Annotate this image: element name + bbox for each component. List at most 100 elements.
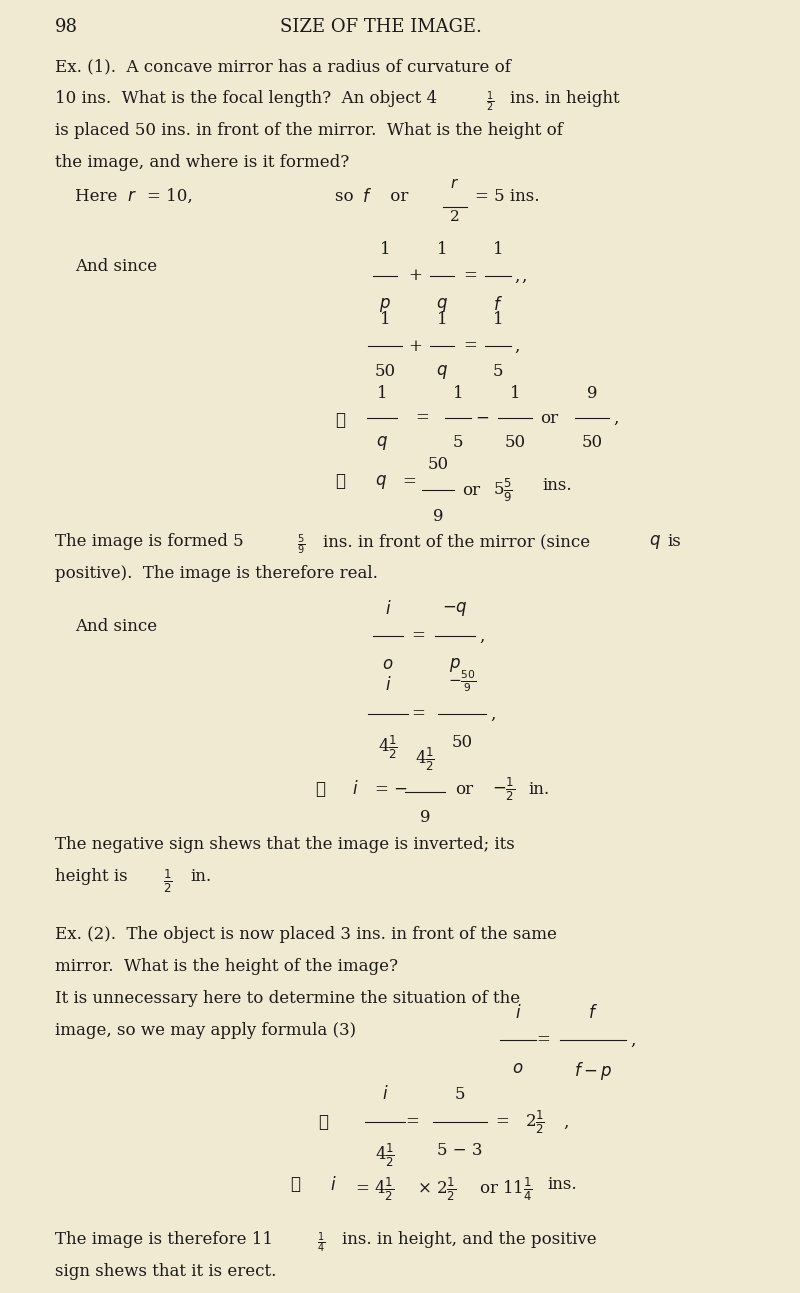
Text: 50: 50 <box>451 734 473 751</box>
Text: 1: 1 <box>510 385 520 402</box>
Text: $q$: $q$ <box>376 434 388 453</box>
Text: 4$\frac{1}{2}$: 4$\frac{1}{2}$ <box>375 1142 395 1169</box>
Text: = 5 ins.: = 5 ins. <box>475 187 539 206</box>
Text: or: or <box>455 781 473 798</box>
Text: so: so <box>335 187 359 206</box>
Text: Ex. (2).  The object is now placed 3 ins. in front of the same: Ex. (2). The object is now placed 3 ins.… <box>55 926 557 943</box>
Text: ins. in front of the mirror (since: ins. in front of the mirror (since <box>323 533 595 550</box>
Text: ∴: ∴ <box>335 411 345 428</box>
Text: 1: 1 <box>380 312 390 328</box>
Text: $r$: $r$ <box>127 187 137 206</box>
Text: height is: height is <box>55 868 133 884</box>
Text: $f$: $f$ <box>588 1003 598 1021</box>
Text: ∴: ∴ <box>335 473 345 490</box>
Text: $q$: $q$ <box>436 363 448 381</box>
Text: image, so we may apply formula (3): image, so we may apply formula (3) <box>55 1021 366 1040</box>
Text: And since: And since <box>75 259 157 275</box>
Text: 10 ins.  What is the focal length?  An object 4: 10 ins. What is the focal length? An obj… <box>55 91 437 107</box>
Text: The negative sign shews that the image is inverted; its: The negative sign shews that the image i… <box>55 837 514 853</box>
Text: mirror.  What is the height of the image?: mirror. What is the height of the image? <box>55 958 398 975</box>
Text: =: = <box>463 337 477 354</box>
Text: ,: , <box>563 1113 568 1130</box>
Text: $r$: $r$ <box>450 177 459 191</box>
Text: ,: , <box>490 706 495 723</box>
Text: is placed 50 ins. in front of the mirror.  What is the height of: is placed 50 ins. in front of the mirror… <box>55 122 563 140</box>
Text: is: is <box>667 533 681 550</box>
Text: And since: And since <box>75 618 157 635</box>
Text: 50: 50 <box>582 434 602 451</box>
Text: =: = <box>495 1113 509 1130</box>
Text: $i$: $i$ <box>385 676 391 694</box>
Text: ∴: ∴ <box>315 781 325 798</box>
Text: 1: 1 <box>453 385 463 402</box>
Text: $o$: $o$ <box>512 1060 524 1077</box>
Text: $f - p$: $f - p$ <box>574 1060 612 1082</box>
Text: The image is formed 5: The image is formed 5 <box>55 533 244 550</box>
Text: 5: 5 <box>454 1086 466 1103</box>
Text: =: = <box>405 1113 419 1130</box>
Text: 5: 5 <box>493 363 503 380</box>
Text: ,: , <box>479 627 484 644</box>
Text: $o$: $o$ <box>382 656 394 672</box>
Text: 50: 50 <box>374 363 395 380</box>
Text: ,: , <box>514 337 519 354</box>
Text: 5: 5 <box>453 434 463 451</box>
Text: 2: 2 <box>450 209 460 224</box>
Text: 1: 1 <box>437 240 447 259</box>
Text: or: or <box>462 481 480 499</box>
Text: $q$: $q$ <box>375 473 387 491</box>
Text: $i$: $i$ <box>330 1177 337 1193</box>
Text: =: = <box>536 1032 550 1049</box>
Text: 5$\frac{5}{9}$: 5$\frac{5}{9}$ <box>493 477 513 504</box>
Text: × 2$\frac{1}{2}$: × 2$\frac{1}{2}$ <box>417 1177 456 1204</box>
Text: −: − <box>475 410 489 427</box>
Text: $\frac{1}{4}$: $\frac{1}{4}$ <box>317 1231 325 1256</box>
Text: 4$\frac{1}{2}$: 4$\frac{1}{2}$ <box>415 746 435 773</box>
Text: or: or <box>385 187 414 206</box>
Text: $\frac{5}{9}$: $\frac{5}{9}$ <box>297 533 305 557</box>
Text: in.: in. <box>528 781 549 798</box>
Text: The image is therefore 11: The image is therefore 11 <box>55 1231 273 1248</box>
Text: 9: 9 <box>586 385 598 402</box>
Text: $i$: $i$ <box>385 600 391 618</box>
Text: $p$: $p$ <box>379 296 391 314</box>
Text: ∴: ∴ <box>290 1177 300 1193</box>
Text: ,: , <box>630 1032 635 1049</box>
Text: sign shews that it is erect.: sign shews that it is erect. <box>55 1263 276 1280</box>
Text: 50: 50 <box>427 456 449 473</box>
Text: ins. in height, and the positive: ins. in height, and the positive <box>342 1231 597 1248</box>
Text: 9: 9 <box>420 809 430 826</box>
Text: SIZE OF THE IMAGE.: SIZE OF THE IMAGE. <box>280 18 482 36</box>
Text: +: + <box>408 337 422 354</box>
Text: $-q$: $-q$ <box>442 600 468 618</box>
Text: +: + <box>408 268 422 284</box>
Text: 2$\frac{1}{2}$: 2$\frac{1}{2}$ <box>525 1108 545 1135</box>
Text: ,: , <box>613 410 618 427</box>
Text: ins. in height: ins. in height <box>510 91 620 107</box>
Text: or 11$\frac{1}{4}$: or 11$\frac{1}{4}$ <box>479 1177 533 1204</box>
Text: 98: 98 <box>55 18 78 36</box>
Text: 9: 9 <box>433 508 443 525</box>
Text: $-\frac{50}{9}$: $-\frac{50}{9}$ <box>448 668 476 694</box>
Text: =: = <box>411 706 425 723</box>
Text: =: = <box>402 473 416 490</box>
Text: ,: , <box>521 268 526 284</box>
Text: 1: 1 <box>493 312 503 328</box>
Text: ins.: ins. <box>542 477 572 494</box>
Text: 4$\frac{1}{2}$: 4$\frac{1}{2}$ <box>378 734 398 762</box>
Text: =: = <box>463 268 477 284</box>
Text: $f$: $f$ <box>362 187 372 206</box>
Text: $\frac{1}{2}$: $\frac{1}{2}$ <box>486 91 494 114</box>
Text: ins.: ins. <box>547 1177 577 1193</box>
Text: $i$: $i$ <box>352 780 358 798</box>
Text: positive).  The image is therefore real.: positive). The image is therefore real. <box>55 565 378 582</box>
Text: Here: Here <box>75 187 122 206</box>
Text: =: = <box>415 410 429 427</box>
Text: $i$: $i$ <box>382 1085 388 1103</box>
Text: $p$: $p$ <box>449 656 461 674</box>
Text: 1: 1 <box>437 312 447 328</box>
Text: = 4$\frac{1}{2}$: = 4$\frac{1}{2}$ <box>355 1177 394 1204</box>
Text: It is unnecessary here to determine the situation of the: It is unnecessary here to determine the … <box>55 990 520 1007</box>
Text: $-\frac{1}{2}$: $-\frac{1}{2}$ <box>492 776 515 803</box>
Text: $q$: $q$ <box>649 533 661 551</box>
